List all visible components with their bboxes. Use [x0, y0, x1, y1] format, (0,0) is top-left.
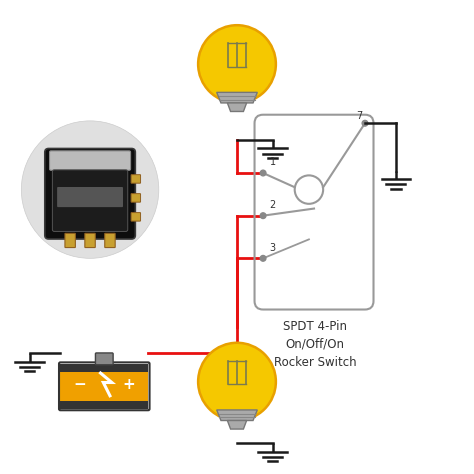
Text: +: +: [122, 376, 135, 392]
FancyBboxPatch shape: [61, 371, 148, 402]
FancyBboxPatch shape: [57, 187, 123, 207]
FancyBboxPatch shape: [61, 401, 148, 409]
Circle shape: [260, 213, 266, 219]
FancyBboxPatch shape: [52, 170, 128, 231]
FancyBboxPatch shape: [61, 364, 148, 372]
Circle shape: [260, 255, 266, 261]
FancyBboxPatch shape: [131, 193, 140, 202]
Text: 1: 1: [270, 157, 276, 167]
FancyBboxPatch shape: [49, 151, 130, 170]
Circle shape: [21, 121, 159, 258]
FancyBboxPatch shape: [65, 233, 75, 247]
FancyBboxPatch shape: [85, 233, 95, 247]
Polygon shape: [228, 103, 246, 111]
Circle shape: [260, 170, 266, 176]
Text: −: −: [73, 376, 86, 392]
Polygon shape: [217, 410, 257, 420]
Circle shape: [198, 25, 276, 103]
Text: 7: 7: [356, 111, 363, 121]
Text: 2: 2: [270, 200, 276, 210]
FancyBboxPatch shape: [95, 353, 113, 365]
Polygon shape: [217, 92, 257, 103]
FancyBboxPatch shape: [131, 212, 140, 221]
FancyBboxPatch shape: [131, 175, 140, 183]
FancyBboxPatch shape: [45, 148, 136, 239]
Circle shape: [198, 343, 276, 420]
Text: 3: 3: [270, 243, 276, 253]
Text: SPDT 4-Pin
On/Off/On
Rocker Switch: SPDT 4-Pin On/Off/On Rocker Switch: [274, 320, 356, 369]
Polygon shape: [228, 420, 246, 429]
FancyBboxPatch shape: [105, 233, 115, 247]
Circle shape: [362, 120, 368, 126]
